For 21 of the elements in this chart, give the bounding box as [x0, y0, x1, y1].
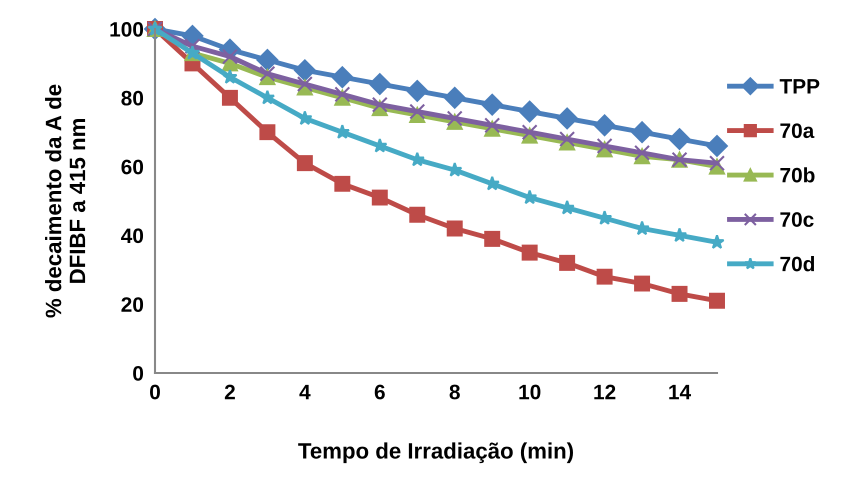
legend-label: 70a	[780, 123, 814, 138]
x-tick-label: 8	[450, 384, 460, 400]
legend-label: TPP	[780, 79, 820, 94]
x-tick-label: 4	[299, 384, 311, 400]
legend-label: 70c	[780, 212, 814, 227]
y-tick-label: 60	[121, 160, 144, 174]
y-axis-title: % decaimento da A de DFIBF a 415 nm	[45, 84, 86, 318]
x-tick-label: 10	[519, 384, 540, 400]
x-tick-label: 0	[150, 384, 160, 400]
x-tick-label: 14	[669, 384, 692, 400]
y-tick-label: 0	[133, 366, 144, 381]
y-tick-label: 80	[121, 90, 144, 106]
legend-label: 70b	[780, 167, 815, 183]
x-tick-label: 12	[594, 384, 616, 400]
y-tick-label: 40	[121, 228, 144, 244]
legend-label: 70d	[780, 256, 814, 272]
y-tick-label: 20	[121, 297, 144, 312]
x-axis-title: Tempo de Irradiação (min)	[298, 442, 573, 464]
y-tick-label: 100	[110, 22, 144, 37]
x-tick-label: 2	[224, 384, 235, 400]
x-tick-label: 6	[374, 384, 385, 400]
